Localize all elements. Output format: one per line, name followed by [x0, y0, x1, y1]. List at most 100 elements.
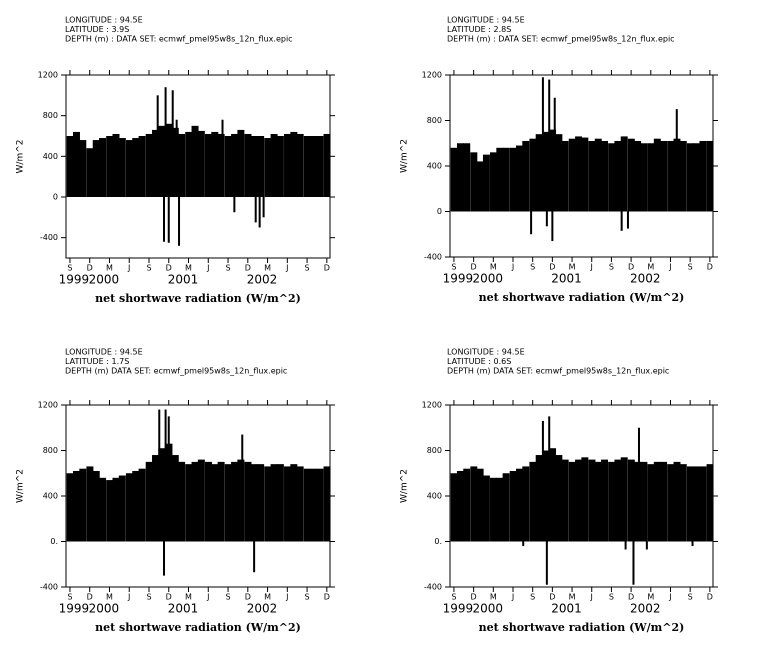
bar [323, 466, 331, 542]
bar [516, 145, 523, 212]
bar [152, 129, 160, 197]
bar [264, 138, 272, 197]
bar [112, 133, 120, 197]
bar [106, 136, 114, 197]
bar [541, 131, 549, 212]
x-tick-label: D [628, 263, 634, 272]
bar [231, 461, 239, 542]
bar [509, 147, 517, 212]
bar [634, 140, 642, 212]
bar [699, 140, 707, 212]
bar [270, 464, 278, 542]
year-label: 2001 [551, 272, 582, 286]
bar [679, 140, 687, 212]
x-tick-label: D [324, 264, 330, 273]
x-tick-label: D [471, 593, 477, 602]
bar [138, 136, 146, 197]
spike [241, 434, 244, 542]
bar [620, 457, 628, 542]
x-tick-label: D [707, 593, 713, 602]
year-label: 2000 [89, 602, 120, 616]
bar [112, 477, 120, 542]
header-line: DEPTH (m) : DATA SET: ecmwf_pmel95w8s_12… [447, 35, 675, 44]
y-tick-label: 400 [43, 492, 58, 501]
x-tick-label: M [647, 593, 654, 602]
spike [691, 541, 694, 547]
bar [667, 464, 675, 542]
bar [316, 468, 324, 542]
bar [490, 477, 497, 542]
bar [482, 475, 490, 542]
bar [568, 138, 576, 212]
bar [185, 464, 193, 542]
spike [530, 211, 533, 235]
y-tick-label: 800 [427, 116, 442, 125]
bar [185, 131, 193, 197]
spike [253, 541, 256, 573]
bar [303, 468, 311, 542]
x-tick-label: D [549, 593, 555, 602]
y-tick-label: 400 [427, 492, 442, 501]
y-axis-label: W/m^2 [16, 469, 26, 503]
bar [522, 466, 530, 542]
year-label: 2001 [168, 273, 199, 287]
x-tick-label: M [647, 263, 654, 272]
spike [522, 541, 525, 547]
bar [217, 461, 225, 542]
x-tick-label: S [530, 593, 535, 602]
spike [158, 409, 161, 542]
x-tick-label: M [106, 264, 113, 273]
x-tick-label: J [590, 593, 593, 602]
bar [470, 152, 478, 212]
spike [164, 409, 167, 542]
bar [509, 470, 517, 542]
bar [92, 470, 100, 542]
bar [197, 459, 205, 542]
x-tick-label: S [305, 593, 310, 602]
bar [171, 455, 179, 542]
bar [575, 459, 583, 542]
y-tick-label: 0. [50, 537, 58, 546]
bar [706, 464, 714, 542]
bar [575, 136, 583, 212]
bar [450, 147, 458, 212]
bar [482, 154, 490, 212]
y-tick-label: 800 [43, 446, 58, 455]
spike [167, 416, 170, 542]
bar [237, 129, 245, 197]
x-tick-label: J [511, 593, 514, 602]
spike [178, 197, 181, 246]
bar [145, 461, 153, 542]
bar [276, 464, 284, 542]
bar [92, 140, 100, 197]
y-tick-label: 400 [427, 162, 442, 171]
bar [647, 464, 655, 542]
bar [191, 461, 199, 542]
bar [152, 455, 160, 542]
bar [264, 466, 272, 542]
bar [72, 470, 80, 542]
bar [561, 459, 569, 542]
spike [551, 211, 554, 242]
bar [535, 134, 543, 212]
x-tick-label: J [590, 263, 593, 272]
bar [316, 136, 324, 197]
bar [640, 461, 648, 542]
x-tick-label: J [668, 593, 671, 602]
x-tick-label: D [87, 264, 93, 273]
bar [581, 457, 589, 542]
bar [250, 136, 258, 197]
spike [553, 97, 556, 212]
bar [456, 470, 464, 542]
bar [244, 461, 252, 542]
y-tick-label: 1200 [38, 71, 58, 80]
x-tick-label: J [206, 593, 209, 602]
bar [529, 461, 537, 542]
x-tick-label: S [146, 593, 151, 602]
y-axis-label: W/m^2 [400, 139, 410, 173]
spike [545, 541, 548, 585]
year-label: 1999 [443, 602, 474, 616]
